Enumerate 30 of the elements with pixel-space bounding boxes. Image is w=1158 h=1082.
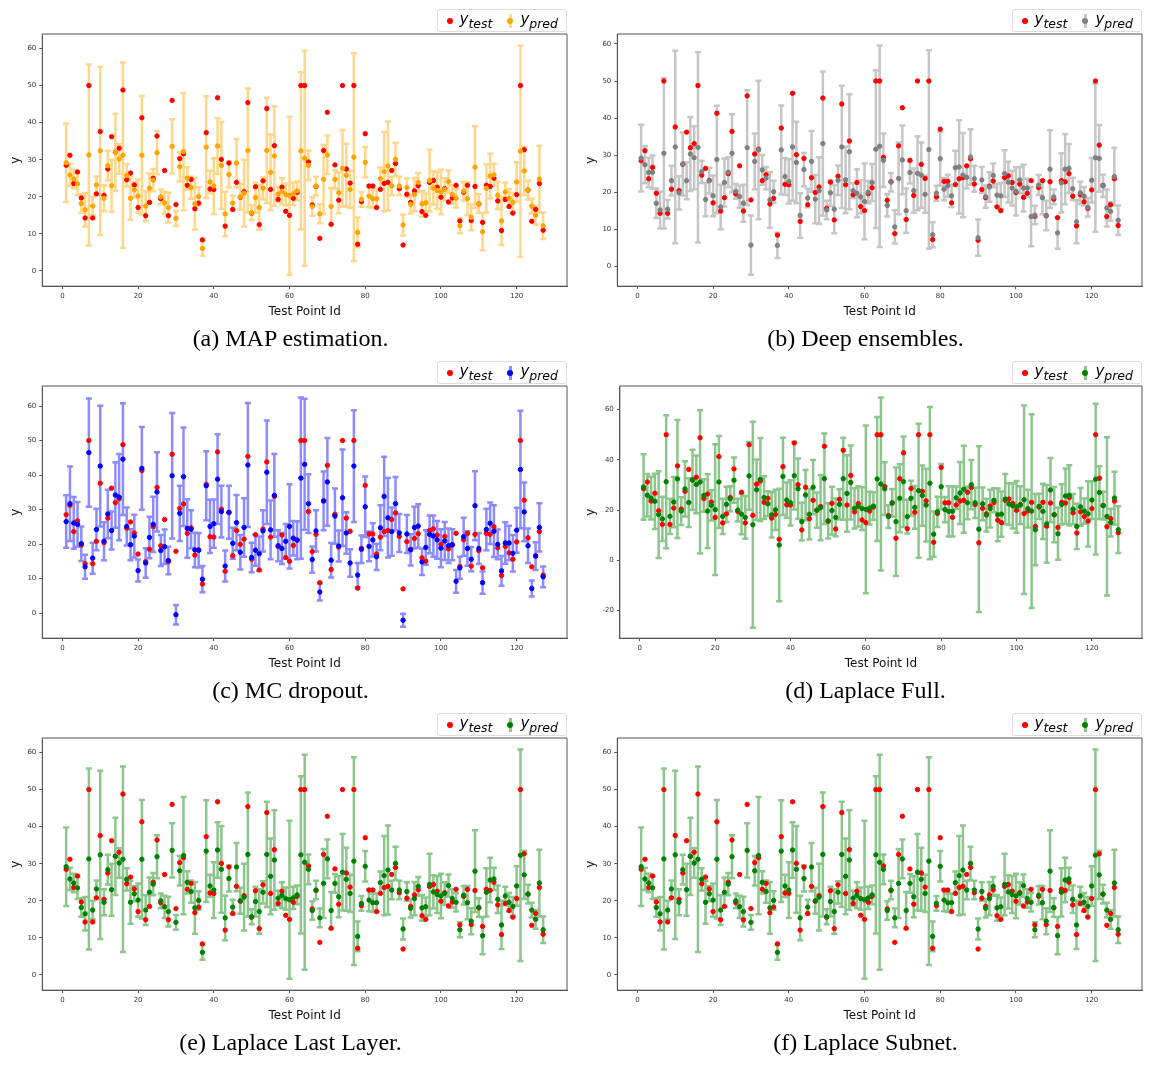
y-axis-title: y — [8, 860, 23, 868]
y-axis-title: y — [583, 156, 598, 164]
legend-label: y$_{test}$ — [1034, 10, 1068, 31]
text: (e) Laplace Last Layer. — [179, 1028, 402, 1057]
y-axis-title: y — [8, 156, 23, 164]
legend-label: y$_{pred}$ — [1095, 714, 1133, 735]
x-axis-title: Test Point Id — [267, 1007, 341, 1022]
legend-label: y$_{test}$ — [1034, 714, 1068, 735]
legend-label: y$_{pred}$ — [1095, 10, 1133, 31]
legend-label: y$_{test}$ — [459, 714, 493, 735]
y-axis-title: y — [8, 508, 23, 516]
text: (c) MC dropout. — [212, 676, 369, 705]
x-axis-title: Test Point Id — [842, 1007, 916, 1022]
y-axis-title: y — [583, 860, 598, 868]
legend-label: y$_{test}$ — [459, 362, 493, 383]
text: (f) Laplace Subnet. — [773, 1028, 958, 1057]
legend-label: y$_{test}$ — [1034, 362, 1068, 383]
text: (b) Deep ensembles. — [767, 324, 964, 353]
legend-label: y$_{pred}$ — [520, 362, 558, 383]
x-axis-title: Test Point Id — [267, 655, 341, 670]
legend-label: y$_{pred}$ — [520, 10, 558, 31]
x-axis-title: Test Point Id — [842, 303, 916, 318]
legend-label: y$_{test}$ — [459, 10, 493, 31]
x-axis-title: Test Point Id — [843, 655, 918, 670]
x-axis-title: Test Point Id — [267, 303, 341, 318]
y-axis-title: y — [583, 508, 598, 516]
legend-label: y$_{pred}$ — [1095, 362, 1133, 383]
text: (a) MAP estimation. — [192, 324, 389, 353]
text: (d) Laplace Full. — [785, 676, 946, 705]
legend-label: y$_{pred}$ — [520, 714, 558, 735]
